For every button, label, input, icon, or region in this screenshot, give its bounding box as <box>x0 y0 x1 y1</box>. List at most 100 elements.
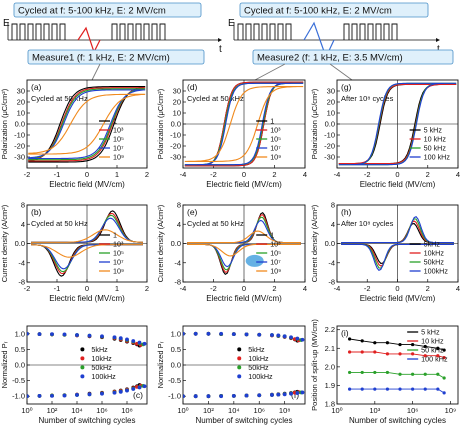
y-tick-label-b-0: -8 <box>18 278 25 287</box>
y-tick-label-b-2: 0.0 <box>15 239 25 248</box>
x-tick-label-e-3: 2 <box>272 284 276 293</box>
y-tick-label-c-2: 0.0 <box>15 361 25 370</box>
legend-label-b-0: 1 <box>113 231 117 240</box>
header-right: Cycled at f: 5-100 kHz, E: 2 MV/cm E t M… <box>228 2 454 81</box>
x-tick-label-f-0: 10⁰ <box>177 406 188 415</box>
x-tick-label-b-3: 1 <box>115 284 119 293</box>
x-tick-label-c-0: 10⁰ <box>21 406 32 415</box>
header-left: Cycled at f: 5-100 kHz, E: 2 MV/cm E t M… <box>3 2 222 81</box>
y-tick-label-f-1: -0.5 <box>168 376 181 385</box>
point-neg-c-3-9 <box>125 388 129 393</box>
point-i-2-2 <box>373 370 377 375</box>
x-axis-label-h: Electric field (MV/cm) <box>360 294 436 303</box>
y-tick-label-e-2: 0.0 <box>171 239 181 248</box>
y-tick-label-c-4: 1.0 <box>15 329 25 338</box>
x-tick-label-b-0: -2 <box>24 284 31 293</box>
legend-label-g-0: 5 kHz <box>424 126 443 135</box>
panel-f: 10⁰ 10² 10⁴ 10⁶ 10⁸ -1.0 -0.5 0.0 0.5 1.0 Number o… <box>156 325 306 425</box>
legend-label-f-0: 5kHz <box>248 345 265 354</box>
y-tick-label-f-0: -1.0 <box>168 392 181 401</box>
legend-label-i-0: 5 kHz <box>421 328 440 337</box>
x-tick-label-g-0: -4 <box>334 170 341 179</box>
x-tick-label-b-4: 2 <box>145 284 149 293</box>
point-i-2-8 <box>442 376 446 380</box>
current-series-e-4 <box>187 230 301 257</box>
t-axis-arrow-right <box>436 38 440 42</box>
y-axis-label-b: Current density (A/cm²) <box>0 204 9 282</box>
x-tick-label-e-0: -4 <box>180 284 187 293</box>
x-tick-label-d-1: -2 <box>210 170 217 179</box>
highlight-blob-e <box>245 254 264 267</box>
cycled-box-right <box>239 2 429 18</box>
point-neg-c-3-0 <box>27 394 29 399</box>
point-pos-f-3-9 <box>282 334 287 339</box>
point-pos-f-3-8 <box>276 333 281 338</box>
point-neg-c-3-3 <box>62 393 67 398</box>
panel-i: 10⁰ 10³ 10⁶ 10⁹ 1.8 1.9 2.0 2.1 2.2 Number of swi… <box>310 319 459 425</box>
x-axis-label-i: Number of switching cycles <box>349 416 446 425</box>
y-tick-label-i-2: 2.0 <box>325 362 335 371</box>
x-tick-label-g-4: 4 <box>456 170 460 179</box>
legend-label-a-4: 10⁹ <box>113 153 124 162</box>
point-neg-c-3-8 <box>118 389 123 394</box>
measure-pulse-right <box>303 21 335 59</box>
y-tick-label-i-4: 2.2 <box>325 325 335 334</box>
x-tick-label-a-0: -2 <box>24 170 31 179</box>
point-i-1-7 <box>436 354 440 358</box>
point-pos-c-3-5 <box>87 333 92 338</box>
y-tick-label-d-3: 0.0 <box>171 120 181 129</box>
point-i-1-4 <box>398 352 402 356</box>
x-tick-label-h-2: 0 <box>395 284 399 293</box>
point-i-0-8 <box>442 348 446 352</box>
x-tick-label-f-4: 10⁸ <box>279 406 291 415</box>
point-i-2-3 <box>385 370 390 375</box>
point-i-3-2 <box>373 387 377 391</box>
legend-label-c-1: 10kHz <box>91 354 112 363</box>
t-axis-label-right: t <box>437 44 440 55</box>
x-tick-label-g-2: 0 <box>395 170 399 179</box>
panel-note-g: After 10⁸ cycles <box>341 94 394 103</box>
point-neg-f-3-2 <box>206 394 211 399</box>
y-tick-label-d-5: 20 <box>173 98 181 107</box>
measure-arrow-right-d <box>254 63 286 81</box>
current-series-b-4 <box>31 229 143 258</box>
x-tick-label-d-0: -4 <box>180 170 187 179</box>
point-i-1-1 <box>360 350 364 354</box>
x-tick-label-e-1: -2 <box>210 284 217 293</box>
legend-label-i-1: 10 kHz <box>421 337 444 346</box>
x-axis-label-c: Number of switching cycles <box>39 416 136 425</box>
point-i-0-2 <box>373 341 377 345</box>
loop-series-g-3 <box>338 82 457 166</box>
y-tick-label-e-4: 8 <box>177 201 181 210</box>
y-tick-label-d-2: -10 <box>170 131 181 140</box>
y-tick-label-e-0: -8 <box>174 278 181 287</box>
x-tick-label-f-3: 10⁶ <box>254 406 265 415</box>
point-neg-c-3-2 <box>50 393 54 398</box>
y-tick-label-f-4: 1.0 <box>171 329 181 338</box>
y-tick-label-i-0: 1.8 <box>325 400 335 409</box>
y-tick-label-g-3: 0.0 <box>325 120 335 129</box>
y-tick-label-a-1: -20 <box>14 142 25 151</box>
measure-label-right: Measure2 (f: 1 kHz, E: 3.5 MV/cm) <box>257 53 403 64</box>
point-pos-c-3-7 <box>112 335 117 340</box>
point-pos-f-3-11 <box>295 336 300 341</box>
x-axis-label-a: Electric field (MV/cm) <box>49 180 125 189</box>
point-neg-c-3-10 <box>131 387 136 391</box>
legend-label-h-0: 5kHz <box>424 240 441 249</box>
legend-marker-c-1 <box>80 356 85 361</box>
legend-label-a-2: 10⁵ <box>113 135 124 144</box>
legend-label-h-3: 100kHz <box>424 267 449 276</box>
loop-series-a-4 <box>28 93 146 155</box>
panel-note-e: Cycled at 50 kHz <box>187 219 244 228</box>
series-layer-h <box>341 216 454 271</box>
x-tick-label-h-3: 2 <box>426 284 430 293</box>
point-neg-c-3-12 <box>142 384 147 389</box>
line-series-i-2 <box>349 371 445 379</box>
point-neg-f-3-10 <box>289 391 293 396</box>
x-tick-label-a-4: 2 <box>145 170 149 179</box>
point-neg-f-3-0 <box>183 394 185 399</box>
series-layer-i <box>348 337 446 395</box>
